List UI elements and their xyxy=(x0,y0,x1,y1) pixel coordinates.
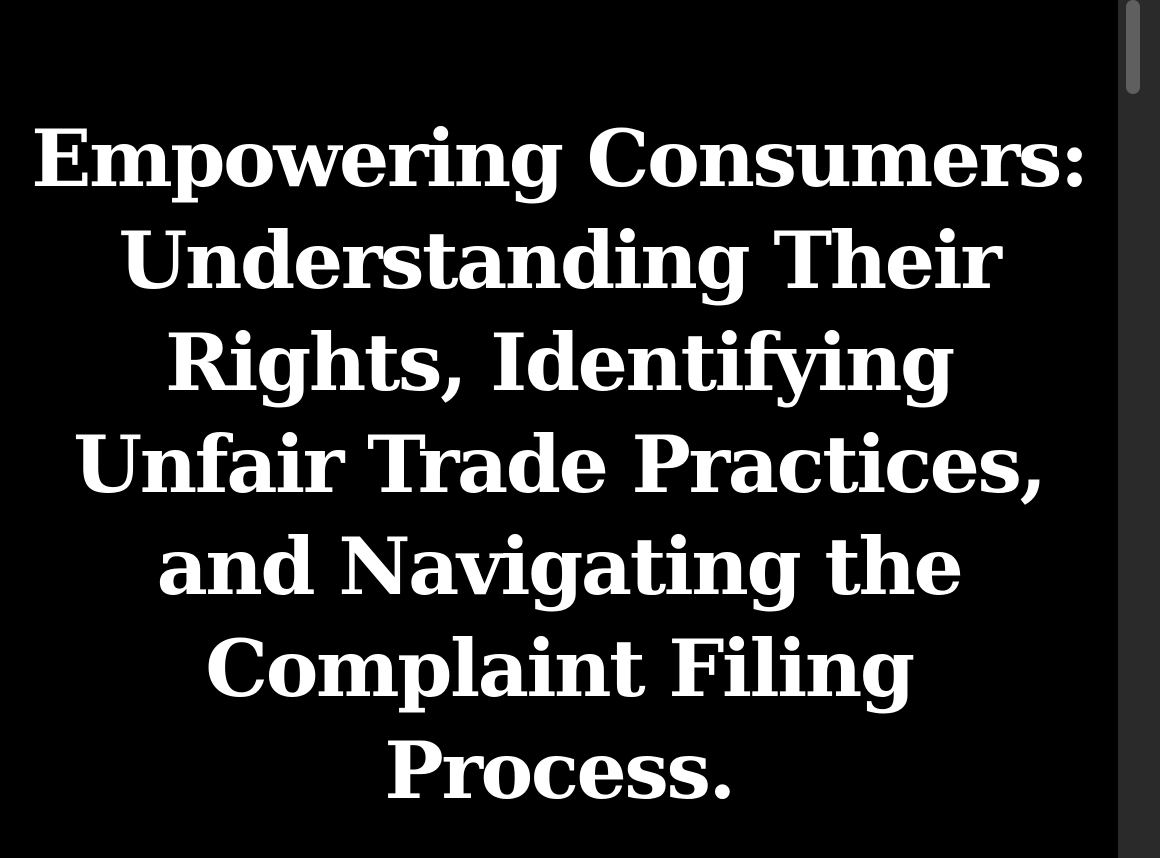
scrollbar-thumb[interactable] xyxy=(1126,0,1140,94)
vertical-scrollbar[interactable] xyxy=(1118,0,1160,858)
content-area: Empowering Consumers: Understanding Thei… xyxy=(31,112,1090,817)
page-title: Empowering Consumers: Understanding Thei… xyxy=(31,112,1089,817)
